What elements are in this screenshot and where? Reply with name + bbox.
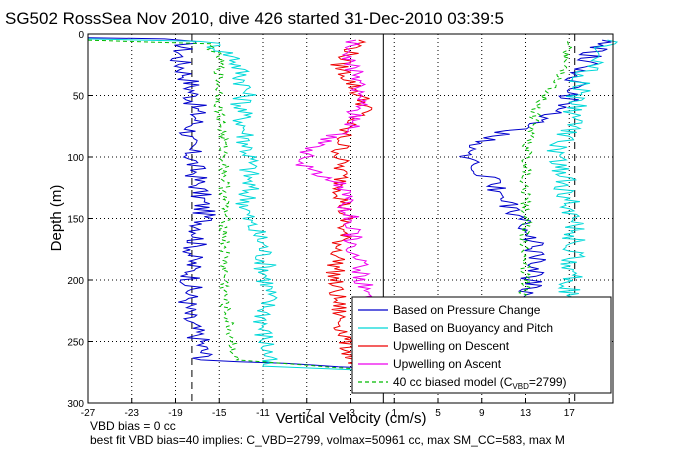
x-tick-label: 13 <box>520 408 532 419</box>
legend-label: Based on Buoyancy and Pitch <box>393 321 553 335</box>
x-tick-label: -23 <box>125 408 140 419</box>
x-tick-label: -19 <box>168 408 183 419</box>
legend: Based on Pressure Change Based on Buoyanc… <box>351 296 612 394</box>
footer-line-2: best fit VBD bias=40 implies: C_VBD=2799… <box>90 433 565 447</box>
legend-suffix: =2799) <box>529 375 567 389</box>
x-tick-label: -11 <box>256 408 270 419</box>
legend-label: Upwelling on Descent <box>393 339 510 353</box>
series-line-1 <box>87 37 395 373</box>
x-tick-label: -7 <box>302 408 311 419</box>
y-tick-labels: 0 50 100 150 200 250 300 <box>67 30 84 410</box>
y-tick-label: 100 <box>67 153 84 164</box>
legend-label: Upwelling on Ascent <box>393 357 502 371</box>
legend-subscript: VBD <box>512 382 529 391</box>
x-tick-label: -15 <box>212 408 227 419</box>
legend-label: Based on Pressure Change <box>393 303 541 317</box>
x-tick-label: 9 <box>479 408 485 419</box>
x-tick-label: -27 <box>81 408 96 419</box>
y-axis-label: Depth (m) <box>48 185 65 252</box>
footer-line-1: VBD bias = 0 cc <box>90 419 176 433</box>
x-tick-label: 17 <box>564 408 576 419</box>
x-tick-labels: -27 -23 -19 -15 -11 -7 -3 1 5 9 13 17 <box>81 408 575 419</box>
series-3 <box>325 39 373 373</box>
x-axis-label: Vertical Velocity (cm/s) <box>276 410 427 427</box>
legend-box <box>351 296 612 394</box>
y-tick-label: 50 <box>73 92 85 103</box>
x-tick-label: 5 <box>435 408 441 419</box>
chart-title: SG502 RossSea Nov 2010, dive 426 started… <box>5 9 504 28</box>
y-tick-label: 300 <box>67 399 84 410</box>
series-line-3 <box>325 39 373 373</box>
series-line-2 <box>87 38 395 374</box>
plot-frame <box>87 33 614 404</box>
legend-label: 40 cc biased model (CVBD=2799) <box>393 375 567 391</box>
y-tick-label: 250 <box>67 338 84 349</box>
y-tick-label: 0 <box>78 30 84 41</box>
y-tick-label: 150 <box>67 215 84 226</box>
y-tick-label: 200 <box>67 276 84 287</box>
x-tick-label: 1 <box>391 408 397 419</box>
x-tick-label: -3 <box>346 408 355 419</box>
series-line-5 <box>87 39 395 374</box>
